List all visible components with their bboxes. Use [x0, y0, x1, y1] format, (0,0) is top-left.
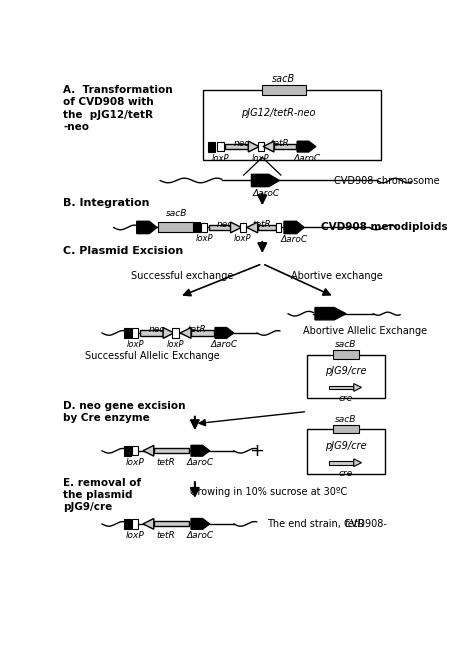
Bar: [202, 89, 381, 160]
Text: pJG9/cre: pJG9/cre: [325, 441, 367, 451]
Text: CVD908 chromosome: CVD908 chromosome: [334, 176, 440, 186]
Bar: [258, 142, 264, 151]
Text: A.  Transformation
of CVD908 with
the  pJG12/tetR
-neo: A. Transformation of CVD908 with the pJG…: [63, 85, 173, 132]
Bar: [132, 328, 138, 338]
FancyArrow shape: [315, 307, 346, 320]
FancyArrow shape: [284, 221, 304, 234]
Text: ΔaroC: ΔaroC: [187, 458, 214, 466]
Text: Successful Allelic Exchange: Successful Allelic Exchange: [85, 351, 219, 361]
Text: loxP: loxP: [212, 154, 229, 162]
Bar: [218, 142, 224, 151]
Text: pJG9/cre: pJG9/cre: [325, 366, 367, 376]
Text: ΔaroC: ΔaroC: [294, 154, 321, 164]
FancyArrow shape: [137, 221, 157, 234]
Text: neo: neo: [148, 325, 165, 334]
Bar: [276, 223, 281, 232]
Text: neo: neo: [234, 139, 251, 148]
Text: loxP: loxP: [126, 531, 145, 540]
Bar: [225, 144, 248, 149]
Bar: [240, 223, 246, 232]
Text: sacB: sacB: [273, 74, 296, 84]
FancyArrow shape: [251, 174, 279, 187]
Text: Growing in 10% sucrose at 30ºC: Growing in 10% sucrose at 30ºC: [190, 487, 347, 497]
Text: Successful exchange: Successful exchange: [130, 271, 233, 281]
Text: cre: cre: [339, 469, 353, 478]
Bar: [201, 223, 207, 232]
Bar: [329, 386, 354, 389]
Text: tetR: tetR: [270, 139, 289, 148]
Bar: [124, 519, 131, 529]
Bar: [307, 355, 385, 398]
Bar: [154, 521, 190, 526]
Text: tetR: tetR: [252, 219, 271, 229]
FancyArrow shape: [297, 141, 316, 152]
Polygon shape: [247, 222, 258, 233]
Text: D. neo gene excision
by Cre enzyme: D. neo gene excision by Cre enzyme: [63, 401, 186, 423]
Bar: [158, 223, 194, 233]
Text: C. Plasmid Excision: C. Plasmid Excision: [63, 246, 183, 256]
Polygon shape: [248, 141, 259, 152]
Text: loxP: loxP: [234, 235, 252, 243]
Polygon shape: [263, 141, 274, 152]
Text: Abortive Allelic Exchange: Abortive Allelic Exchange: [303, 326, 428, 336]
Bar: [191, 330, 214, 336]
Text: loxP: loxP: [127, 340, 144, 349]
Text: E. removal of
the plasmid
pJG9/cre: E. removal of the plasmid pJG9/cre: [63, 478, 141, 512]
Text: cre: cre: [339, 394, 353, 403]
Text: pJG12/tetR-neo: pJG12/tetR-neo: [240, 108, 315, 118]
Text: loxP: loxP: [195, 235, 213, 243]
Bar: [124, 328, 131, 338]
Text: ΔaroC: ΔaroC: [211, 340, 238, 349]
Bar: [132, 519, 138, 528]
Text: loxP: loxP: [167, 340, 184, 349]
Polygon shape: [180, 328, 191, 338]
Polygon shape: [230, 222, 241, 233]
Text: ΔaroC: ΔaroC: [253, 189, 280, 198]
Text: tetR: tetR: [157, 531, 175, 540]
Bar: [208, 142, 215, 152]
Text: loxP: loxP: [126, 458, 145, 466]
Bar: [132, 446, 138, 455]
FancyArrow shape: [191, 445, 210, 456]
FancyArrow shape: [215, 328, 234, 338]
Bar: [274, 144, 296, 149]
Bar: [124, 445, 131, 456]
Text: sacB: sacB: [335, 340, 357, 350]
Polygon shape: [143, 445, 154, 456]
Bar: [307, 429, 385, 474]
Text: neo: neo: [217, 219, 234, 229]
Text: The end strain, CVD908-: The end strain, CVD908-: [267, 519, 387, 529]
Text: ΔaroC: ΔaroC: [281, 235, 308, 244]
Bar: [333, 350, 359, 359]
Text: B. Integration: B. Integration: [63, 198, 150, 208]
Text: tetR: tetR: [157, 458, 175, 466]
Text: +: +: [249, 442, 264, 460]
Bar: [193, 223, 200, 233]
Text: Abortive exchange: Abortive exchange: [291, 271, 383, 281]
Bar: [173, 328, 179, 338]
Bar: [154, 448, 190, 453]
Bar: [258, 225, 276, 230]
Polygon shape: [143, 518, 154, 530]
Bar: [209, 225, 230, 230]
Text: tetR: tetR: [345, 519, 365, 529]
Text: sacB: sacB: [165, 209, 187, 218]
Bar: [262, 85, 306, 95]
Polygon shape: [354, 384, 362, 392]
Text: ΔaroC: ΔaroC: [187, 531, 214, 540]
Bar: [333, 425, 359, 434]
Bar: [140, 330, 163, 336]
Polygon shape: [163, 328, 174, 338]
Text: sacB: sacB: [335, 415, 357, 424]
Text: CVD908 merodiploids: CVD908 merodiploids: [321, 223, 448, 233]
Polygon shape: [354, 459, 362, 466]
Bar: [329, 461, 354, 464]
Text: loxP: loxP: [252, 154, 270, 162]
FancyArrow shape: [191, 518, 210, 530]
Text: tetR: tetR: [188, 325, 207, 334]
